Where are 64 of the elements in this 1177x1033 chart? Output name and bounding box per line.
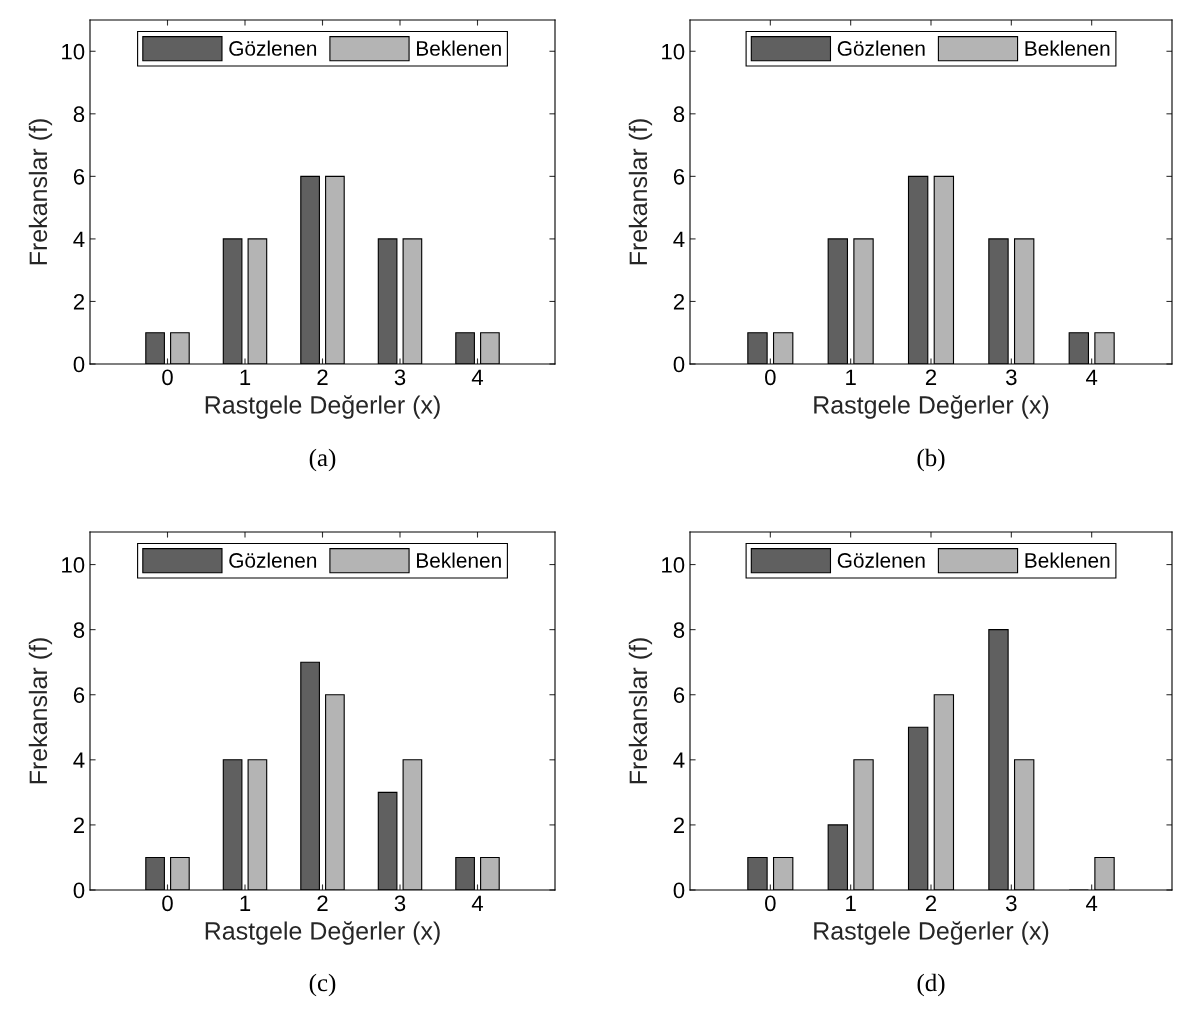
y-tick-label: 2 bbox=[73, 293, 85, 310]
y-tick-label: 0 bbox=[673, 882, 685, 899]
x-axis-title: Rastgele Değerler (x) bbox=[205, 921, 440, 945]
x-tick-label: 0 bbox=[765, 369, 776, 386]
x-tick-label: 3 bbox=[394, 895, 406, 912]
y-tick-label: 10 bbox=[662, 43, 685, 60]
y-tick-label: 10 bbox=[62, 43, 85, 60]
y-tick-label: 6 bbox=[73, 687, 85, 703]
y-tick-label: 4 bbox=[673, 752, 685, 768]
y-tick-label: 8 bbox=[673, 106, 685, 123]
y-tick-label: 8 bbox=[673, 622, 685, 638]
x-tick-label: 1 bbox=[240, 369, 251, 385]
x-tick-label: 4 bbox=[1086, 369, 1098, 385]
x-axis-title: Rastgele Değerler (x) bbox=[814, 395, 1049, 419]
y-tick-label: 0 bbox=[73, 882, 85, 899]
x-tick-label: 2 bbox=[317, 369, 328, 385]
y-tick-label: 6 bbox=[673, 687, 685, 703]
y-tick-label: 4 bbox=[73, 231, 85, 247]
y-tick-label: 8 bbox=[73, 622, 85, 638]
legend-label: Beklenen bbox=[417, 552, 501, 568]
legend-label: Gözlenen bbox=[837, 40, 925, 56]
y-tick-label: 4 bbox=[73, 752, 85, 768]
y-tick-label: 6 bbox=[73, 168, 85, 185]
x-tick-label: 0 bbox=[765, 895, 776, 912]
x-tick-label: 3 bbox=[394, 369, 406, 386]
x-tick-label: 4 bbox=[1086, 895, 1098, 911]
text: (c) bbox=[309, 973, 336, 997]
y-tick-label: 8 bbox=[73, 106, 85, 123]
legend-label: Gözlenen bbox=[229, 552, 317, 568]
text: (a) bbox=[309, 448, 336, 472]
x-tick-label: 1 bbox=[846, 369, 856, 385]
y-tick-label: 2 bbox=[73, 817, 85, 833]
y-axis-title: Frekanslar (f) bbox=[628, 119, 653, 265]
x-tick-label: 3 bbox=[1006, 895, 1017, 912]
legend-label: Beklenen bbox=[1025, 40, 1110, 56]
x-tick-label: 1 bbox=[846, 895, 856, 911]
text: (b) bbox=[917, 448, 945, 472]
x-axis-title: Rastgele Değerler (x) bbox=[205, 395, 440, 419]
legend-label: Beklenen bbox=[417, 40, 501, 56]
y-tick-label: 10 bbox=[62, 557, 85, 573]
x-tick-label: 2 bbox=[925, 895, 937, 911]
x-tick-label: 4 bbox=[471, 369, 484, 385]
x-tick-label: 2 bbox=[925, 369, 937, 385]
x-tick-label: 4 bbox=[471, 895, 484, 911]
x-tick-label: 3 bbox=[1006, 369, 1017, 386]
y-tick-label: 2 bbox=[673, 817, 685, 833]
y-tick-label: 0 bbox=[673, 356, 685, 373]
y-axis-title: Frekanslar (f) bbox=[28, 638, 53, 784]
y-tick-label: 4 bbox=[673, 231, 685, 247]
y-tick-label: 2 bbox=[673, 293, 685, 310]
text: (d) bbox=[917, 973, 945, 997]
y-tick-label: 10 bbox=[662, 557, 685, 573]
x-tick-label: 2 bbox=[317, 895, 328, 911]
x-tick-label: 0 bbox=[162, 895, 173, 912]
y-tick-label: 0 bbox=[73, 356, 85, 373]
legend-label: Gözlenen bbox=[837, 552, 925, 568]
x-tick-label: 0 bbox=[162, 369, 173, 386]
y-axis-title: Frekanslar (f) bbox=[628, 638, 653, 784]
y-tick-label: 6 bbox=[673, 168, 685, 185]
legend-label: Gözlenen bbox=[229, 40, 317, 56]
x-tick-label: 1 bbox=[240, 895, 251, 911]
x-axis-title: Rastgele Değerler (x) bbox=[814, 921, 1049, 945]
legend-label: Beklenen bbox=[1025, 552, 1110, 568]
y-axis-title: Frekanslar (f) bbox=[28, 119, 53, 265]
